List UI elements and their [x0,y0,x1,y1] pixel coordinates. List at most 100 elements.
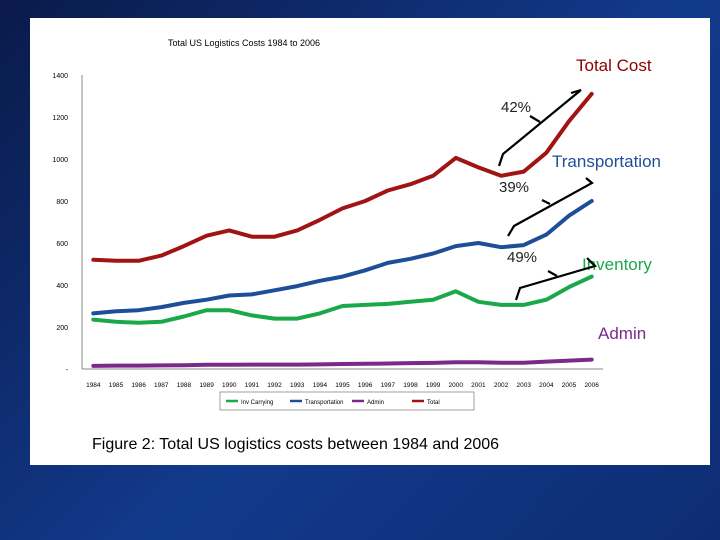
data-point-transportation [477,241,480,245]
x-tick-label: 1989 [199,382,214,389]
data-point-inv-carrying [454,290,457,293]
data-point-total [273,235,276,238]
data-point-admin [499,361,503,364]
figure-caption: Figure 2: Total US logistics costs betwe… [92,436,500,453]
x-tick-label: 1993 [290,382,305,389]
x-tick-label: 2003 [516,382,531,389]
data-point-total [341,207,344,210]
callout-transportation: Transportation [552,152,661,171]
data-point-transportation [250,293,254,296]
data-point-total [454,156,457,160]
data-point-inv-carrying [590,275,593,278]
data-point-transportation [273,289,276,292]
data-point-transportation [318,279,322,282]
y-tick-label: 1000 [52,157,68,164]
data-point-inv-carrying [567,285,571,289]
data-point-transportation [454,244,457,248]
x-tick-label: 1984 [86,382,101,389]
data-point-transportation [228,294,231,297]
data-point-inv-carrying [545,298,548,301]
bracket-total [497,88,582,167]
x-tick-label: 2001 [471,382,486,389]
data-point-admin [590,358,593,361]
x-tick-label: 1997 [381,382,396,389]
data-point-admin [318,363,322,366]
y-tick-label: 1400 [52,73,68,80]
data-point-transportation [522,243,525,247]
data-point-inv-carrying [295,317,299,320]
bracket-overlay [497,88,598,301]
data-point-inv-carrying [341,304,344,308]
data-point-total [318,218,322,222]
data-point-transportation [205,298,208,301]
data-point-admin [386,362,390,365]
data-point-transportation [431,252,435,255]
data-point-inv-carrying [205,309,208,312]
data-point-admin [363,362,367,365]
x-tick-label: 1994 [313,382,328,389]
data-point-inv-carrying [318,312,322,315]
callout-total-cost: Total Cost [576,56,652,75]
x-tick-label: 1991 [245,382,260,389]
data-point-inv-carrying [522,303,525,307]
data-point-transportation [341,275,344,278]
x-tick-label: 2000 [449,382,464,389]
data-point-transportation [137,309,140,312]
data-point-total [477,166,480,169]
pct-transportation: 39% [499,179,530,196]
data-point-admin [522,361,525,364]
data-point-inv-carrying [137,321,140,324]
data-point-admin [114,364,118,367]
x-tick-label: 1988 [177,382,192,389]
x-tick-label: 1996 [358,382,373,389]
data-point-total [363,199,367,203]
data-point-admin [92,364,95,368]
data-point-admin [341,362,344,366]
data-point-inv-carrying [363,303,367,307]
data-point-total [431,174,435,177]
data-point-total [114,259,118,263]
y-tick-label: 400 [56,283,68,290]
data-point-admin [545,360,548,363]
data-point-transportation [567,214,571,217]
x-axis: 1984 1985 1986 1987 1988 1989 1990 1991 1992 1993… [82,368,603,389]
data-point-transportation [386,261,390,265]
slide-panel: Total US Logistics Costs 1984 to 2006 - 2… [30,18,710,465]
data-point-inv-carrying [386,302,390,306]
y-tick-label: 1200 [52,115,68,122]
callout-inventory: Inventory [582,255,652,274]
data-point-total [205,234,208,237]
data-point-admin [182,364,186,367]
data-point-admin [454,361,457,364]
callout-admin: Admin [598,324,647,343]
x-tick-label: 1990 [222,382,237,389]
data-point-transportation [92,312,95,315]
data-point-total [545,151,548,154]
line-chart: Total US Logistics Costs 1984 to 2006 - 2… [52,38,603,411]
legend: Inv Carrying Transportation Admin Total [219,391,475,411]
data-point-inv-carrying [273,317,276,320]
legend-label-transportation: Transportation [305,400,343,406]
x-tick-label: 2006 [584,382,599,389]
y-axis: - 200 400 600 800 1000 1200 1400 [52,73,83,374]
data-point-total [92,258,95,261]
pct-inventory: 49% [507,249,538,266]
data-point-inv-carrying [477,300,480,303]
data-point-inv-carrying [250,314,254,317]
y-tick-label: 600 [56,241,68,248]
data-point-inv-carrying [409,300,412,303]
data-point-transportation [295,284,299,288]
data-point-inv-carrying [182,315,186,318]
data-point-total [228,229,231,232]
data-point-transportation [363,269,367,272]
data-point-inv-carrying [228,309,231,312]
y-tick-label: 200 [56,325,68,332]
x-tick-label: 1999 [426,382,441,389]
data-point-total [409,183,412,186]
data-point-transportation [409,257,412,260]
data-point-admin [273,363,276,366]
bracket-inventory [514,257,598,301]
data-point-total [182,244,186,248]
data-point-total [522,170,525,173]
data-point-total [499,174,503,177]
